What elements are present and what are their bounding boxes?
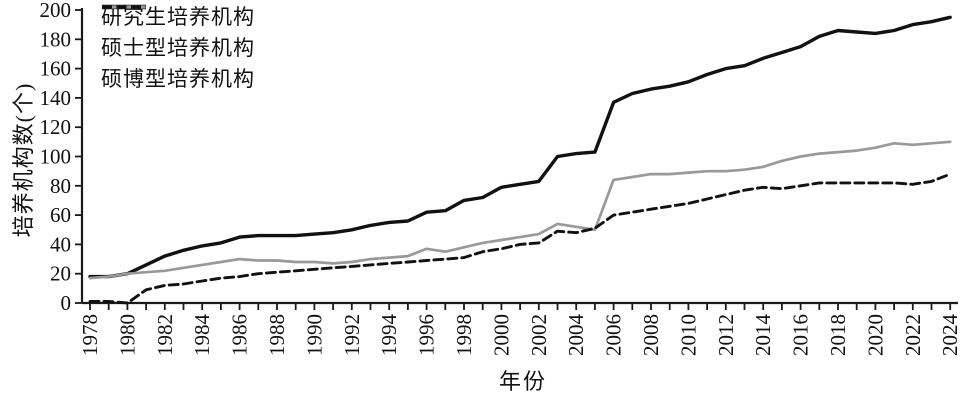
x-tick-label: 1998 bbox=[452, 314, 476, 356]
x-tick-label: 2012 bbox=[714, 314, 738, 356]
x-tick-label: 1982 bbox=[153, 314, 177, 356]
series-line-2 bbox=[88, 172, 952, 305]
y-tick-label: 40 bbox=[50, 232, 71, 256]
legend-line-sample-dashed-black bbox=[102, 5, 146, 9]
y-tick-label: 100 bbox=[40, 145, 72, 169]
y-tick-label: 20 bbox=[50, 262, 71, 286]
x-tick-label: 1990 bbox=[302, 314, 326, 356]
legend-label: 硕博型培养机构 bbox=[101, 67, 255, 91]
series-line-1 bbox=[88, 140, 952, 280]
x-tick-label: 2014 bbox=[751, 314, 775, 357]
x-tick-label: 2024 bbox=[938, 314, 962, 357]
x-tick-label: 2010 bbox=[676, 314, 700, 356]
y-tick-label: 160 bbox=[40, 57, 72, 81]
y-tick-label: 200 bbox=[40, 0, 72, 22]
x-tick-label: 1996 bbox=[415, 314, 439, 356]
y-tick-label: 120 bbox=[40, 115, 72, 139]
x-tick-label: 1994 bbox=[377, 314, 401, 357]
series-line-0 bbox=[88, 15, 952, 279]
x-tick-label: 1984 bbox=[190, 314, 214, 357]
x-tick-label: 2004 bbox=[564, 314, 588, 357]
y-tick-label: 0 bbox=[61, 291, 72, 315]
y-tick-label: 140 bbox=[40, 86, 72, 110]
legend-label: 硕士型培养机构 bbox=[101, 36, 255, 60]
y-axis-title: 培养机构数(个) bbox=[11, 82, 36, 238]
legend-item-master: 硕士型培养机构 bbox=[101, 5, 255, 64]
x-tick-label: 2022 bbox=[901, 314, 925, 356]
x-tick-label: 2016 bbox=[789, 314, 813, 356]
x-tick-label: 2006 bbox=[602, 314, 626, 356]
y-tick-label: 80 bbox=[50, 174, 71, 198]
y-tick-label: 60 bbox=[50, 203, 71, 227]
x-tick-label: 1992 bbox=[340, 314, 364, 356]
legend: 研究生培养机构 硕士型培养机构 硕博型培养机构 bbox=[101, 2, 255, 95]
x-tick-label: 1980 bbox=[115, 314, 139, 356]
x-tick-label: 2000 bbox=[489, 314, 513, 356]
legend-item-master-doctor: 硕博型培养机构 bbox=[101, 5, 255, 95]
x-tick-label: 1988 bbox=[265, 314, 289, 356]
x-tick-label: 2020 bbox=[863, 314, 887, 356]
x-tick-label: 1986 bbox=[228, 314, 252, 356]
x-tick-label: 2018 bbox=[826, 314, 850, 356]
y-tick-label: 180 bbox=[40, 27, 72, 51]
x-tick-label: 1978 bbox=[78, 314, 102, 356]
legend-label: 研究生培养机构 bbox=[101, 5, 255, 29]
x-tick-label: 2008 bbox=[639, 314, 663, 356]
x-tick-label: 2002 bbox=[527, 314, 551, 356]
x-axis-title: 年份 bbox=[498, 369, 547, 394]
